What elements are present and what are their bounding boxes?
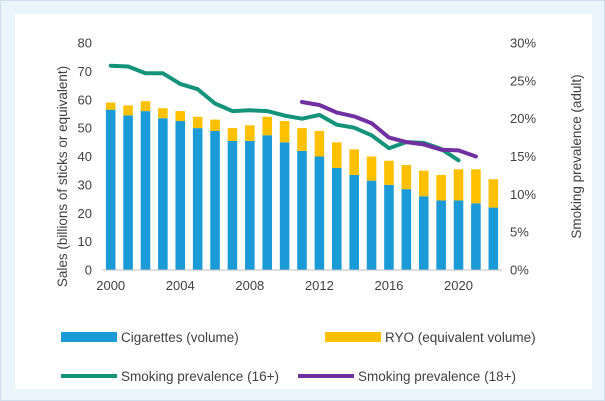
bars-layer bbox=[105, 101, 499, 271]
left-tick-label: 70 bbox=[78, 64, 92, 79]
bar-ryo-2006 bbox=[210, 119, 220, 131]
legend-label-cigarettes: Cigarettes (volume) bbox=[121, 330, 239, 345]
bar-cigarettes-2011 bbox=[297, 150, 307, 270]
line-prevalence-16 bbox=[108, 63, 461, 163]
legend: Cigarettes (volume) RYO (equivalent volu… bbox=[61, 330, 536, 384]
bar-ryo-2017 bbox=[401, 165, 412, 190]
x-tick-label: 2020 bbox=[444, 278, 473, 293]
bar-ryo-2009 bbox=[262, 116, 272, 136]
y-axis-title-left: Sales (billions of sticks or equivalent) bbox=[55, 66, 70, 287]
bar-cigarettes-2005 bbox=[192, 128, 203, 270]
bar-ryo-2019 bbox=[436, 174, 446, 201]
bar-cigarettes-2019 bbox=[436, 200, 446, 270]
x-tick-label: 2004 bbox=[166, 278, 195, 293]
bar-cigarettes-2017 bbox=[401, 189, 412, 270]
bar-ryo-2016 bbox=[384, 160, 394, 185]
bar-cigarettes-2012 bbox=[314, 156, 325, 270]
bar-ryo-2022 bbox=[488, 179, 499, 208]
left-tick-label: 40 bbox=[78, 149, 92, 164]
x-axis-ticks: 2000 2004 2008 2012 2016 2020 bbox=[96, 278, 473, 293]
left-tick-label: 20 bbox=[78, 206, 92, 221]
bar-ryo-2008 bbox=[245, 125, 255, 141]
lines-layer bbox=[108, 63, 478, 163]
bar-cigarettes-2014 bbox=[349, 174, 359, 270]
legend-swatch-cigarettes bbox=[61, 332, 117, 342]
left-tick-label: 80 bbox=[78, 36, 92, 51]
bar-ryo-2004 bbox=[175, 111, 186, 122]
x-tick-label: 2008 bbox=[235, 278, 264, 293]
bar-cigarettes-2018 bbox=[418, 196, 429, 270]
chart-area: 0 10 20 30 40 50 60 70 80 0% 5% 10% 15% 20% 25% 30% 20… bbox=[15, 14, 592, 389]
bar-cigarettes-2016 bbox=[384, 184, 394, 270]
bar-cigarettes-2004 bbox=[175, 121, 186, 270]
x-tick-label: 2016 bbox=[374, 278, 403, 293]
bar-ryo-2012 bbox=[314, 130, 325, 157]
bar-ryo-2003 bbox=[158, 108, 168, 119]
bar-ryo-2013 bbox=[332, 142, 342, 168]
bar-ryo-2010 bbox=[279, 121, 290, 143]
left-tick-label: 0 bbox=[85, 263, 92, 278]
bar-ryo-2011 bbox=[297, 128, 307, 151]
bar-ryo-2020 bbox=[453, 169, 464, 201]
right-tick-label: 0% bbox=[510, 263, 529, 278]
right-tick-label: 5% bbox=[510, 225, 529, 240]
bar-cigarettes-2020 bbox=[453, 200, 464, 270]
bar-cigarettes-2009 bbox=[262, 135, 272, 270]
bar-ryo-2018 bbox=[418, 170, 429, 197]
bar-ryo-2002 bbox=[140, 101, 151, 112]
bar-cigarettes-2010 bbox=[279, 142, 290, 270]
bar-ryo-2021 bbox=[471, 169, 481, 204]
combo-chart: 0 10 20 30 40 50 60 70 80 0% 5% 10% 15% 20% 25% 30% 20… bbox=[55, 36, 584, 385]
right-tick-label: 25% bbox=[510, 73, 536, 88]
bar-cigarettes-2002 bbox=[140, 111, 151, 270]
bar-ryo-2007 bbox=[227, 128, 238, 141]
bar-ryo-2001 bbox=[123, 105, 133, 116]
left-tick-label: 60 bbox=[78, 92, 92, 107]
bar-cigarettes-2001 bbox=[123, 115, 133, 270]
x-tick-label: 2012 bbox=[305, 278, 334, 293]
bar-ryo-2015 bbox=[366, 156, 377, 181]
right-tick-label: 30% bbox=[510, 36, 536, 51]
legend-swatch-ryo bbox=[325, 332, 381, 342]
bar-cigarettes-2013 bbox=[332, 167, 342, 270]
right-tick-label: 15% bbox=[510, 149, 536, 164]
bar-cigarettes-2000 bbox=[105, 109, 116, 271]
right-tick-label: 20% bbox=[510, 111, 536, 126]
left-tick-label: 50 bbox=[78, 121, 92, 136]
legend-label-prevalence-18: Smoking prevalence (18+) bbox=[358, 369, 516, 384]
bar-cigarettes-2022 bbox=[488, 207, 499, 270]
bar-cigarettes-2015 bbox=[366, 180, 377, 270]
bar-cigarettes-2006 bbox=[210, 130, 220, 270]
line-prevalence-18 bbox=[300, 100, 478, 159]
bar-cigarettes-2003 bbox=[158, 118, 168, 270]
legend-label-ryo: RYO (equivalent volume) bbox=[385, 330, 536, 345]
bar-cigarettes-2021 bbox=[471, 203, 481, 270]
bar-ryo-2000 bbox=[105, 102, 116, 110]
y-axis-title-right: Smoking prevalence (adult) bbox=[569, 74, 584, 238]
right-axis-ticks: 0% 5% 10% 15% 20% 25% 30% bbox=[510, 36, 536, 278]
bar-ryo-2014 bbox=[349, 149, 359, 175]
legend-label-prevalence-16: Smoking prevalence (16+) bbox=[121, 369, 279, 384]
left-tick-label: 10 bbox=[78, 234, 92, 249]
left-axis-ticks: 0 10 20 30 40 50 60 70 80 bbox=[78, 36, 92, 278]
x-tick-label: 2000 bbox=[96, 278, 125, 293]
right-tick-label: 10% bbox=[510, 187, 536, 202]
bar-cigarettes-2007 bbox=[227, 140, 238, 270]
bar-cigarettes-2008 bbox=[245, 140, 255, 270]
bar-ryo-2005 bbox=[192, 116, 203, 129]
left-tick-label: 30 bbox=[78, 177, 92, 192]
